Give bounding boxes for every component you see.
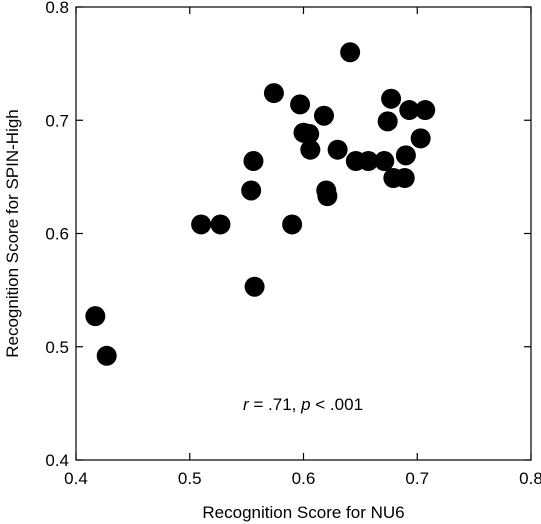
scatter-point [415,100,436,121]
y-tick-label: 0.6 [45,225,69,244]
scatter-point [313,105,334,126]
scatter-point [399,100,420,121]
y-tick-label: 0.8 [45,0,69,17]
scatter-point [395,145,416,166]
x-tick-label: 0.7 [405,469,429,488]
scatter-point [374,151,395,172]
scatter-point [317,186,338,207]
scatter-point [394,168,415,189]
x-axis-label: Recognition Score for NU6 [202,503,404,522]
scatter-point [358,151,379,172]
y-tick-label: 0.7 [45,111,69,130]
p-value: < .001 [311,395,363,414]
p-symbol: p [300,395,310,414]
x-tick-label: 0.5 [178,469,202,488]
scatter-point [263,83,284,104]
scatter-point [377,111,398,132]
x-tick-label: 0.4 [64,469,88,488]
data-points [85,42,436,366]
y-tick-label: 0.5 [45,338,69,357]
scatter-point [282,214,303,235]
scatter-point [299,123,320,144]
r-value: = .71, [249,395,301,414]
scatter-point [191,214,212,235]
axis-ticks: 0.4 0.5 0.6 0.7 0.8 0.4 0.5 0.6 0.7 0.8 [45,0,541,488]
scatter-point [241,180,262,201]
scatter-point [96,345,117,366]
scatter-point [340,42,361,63]
scatter-point [327,139,348,160]
scatter-point [210,214,231,235]
correlation-annotation: r = .71, p < .001 [243,395,363,414]
x-tick-label: 0.6 [292,469,316,488]
y-axis-label: Recognition Score for SPIN-High [3,109,22,358]
plot-frame [75,6,532,461]
scatter-point [85,306,106,327]
y-tick-label: 0.4 [45,451,69,470]
scatter-point [381,88,402,109]
scatter-point [244,276,265,297]
r-symbol: r [243,395,250,414]
scatter-point [300,139,321,160]
scatter-point [243,151,264,172]
scatter-point [410,128,431,149]
x-tick-label: 0.8 [519,469,541,488]
scatter-point [290,94,311,115]
